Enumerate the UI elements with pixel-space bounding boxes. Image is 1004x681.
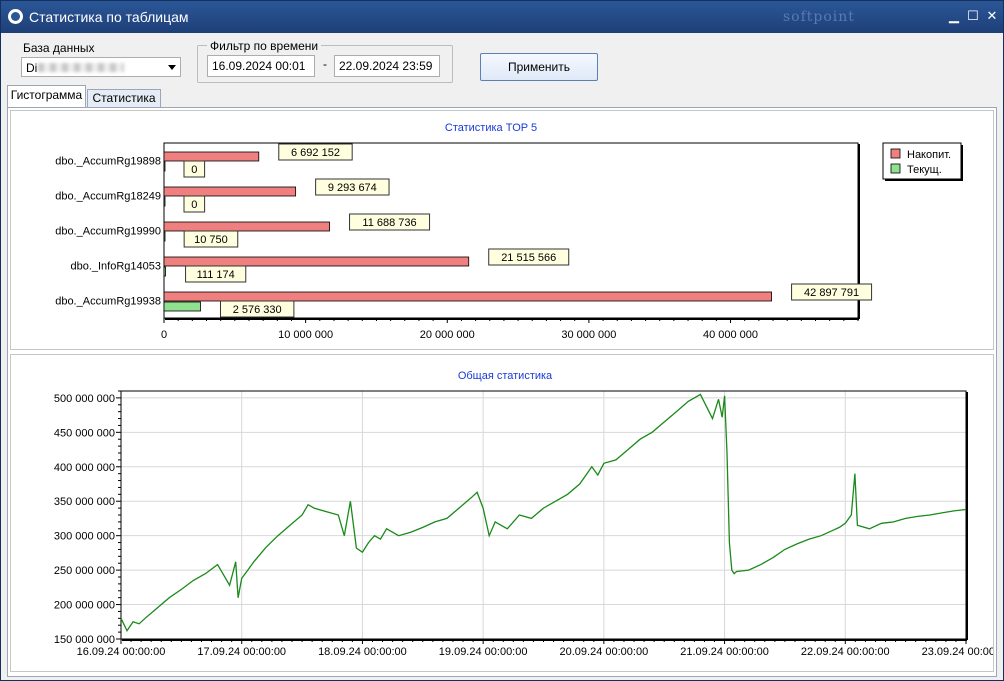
x-tick-label: 19.09.24 00:00:00 <box>439 646 528 658</box>
y-category-label: dbo._AccumRg19938 <box>55 296 161 308</box>
data-label-current: 111 174 <box>197 269 235 281</box>
bar-accum <box>163 151 260 162</box>
y-category-label: dbo._InfoRg14053 <box>70 261 161 273</box>
brand-watermark: softpoint <box>783 9 855 25</box>
y-tick-label: 500 000 000 <box>54 393 115 405</box>
bar-accum <box>163 256 470 267</box>
y-category-label: dbo._AccumRg19898 <box>55 156 161 168</box>
top5-bar-chart: Статистика TOP 5 0 10 000 000 20 000 000 30 … <box>55 122 963 341</box>
x-tick-label: 10 000 000 <box>278 329 333 341</box>
x-tick-label: 30 000 000 <box>561 329 616 341</box>
overall-line-chart: Общая статистика 150 000 000 200 000 000 25… <box>54 370 1004 658</box>
data-label-accum: 9 293 674 <box>328 182 377 194</box>
y-tick-label: 250 000 000 <box>54 565 115 577</box>
y-category-label: dbo._AccumRg18249 <box>55 191 161 203</box>
y-category-label: dbo._AccumRg19990 <box>55 226 161 238</box>
y-tick-label: 150 000 000 <box>54 634 115 646</box>
plot-area <box>121 391 966 639</box>
y-tick-label: 400 000 000 <box>54 462 115 474</box>
date-from-field[interactable]: 16.09.2024 00:01 <box>207 55 315 77</box>
database-label: База данных <box>23 41 95 55</box>
data-label-accum-box <box>315 178 390 196</box>
x-tick-label: 16.09.24 00:00:00 <box>77 646 166 658</box>
data-label-current-box <box>183 230 239 248</box>
overall-chart-frame: Общая статистика 150 000 000 200 000 000 25… <box>10 354 1004 672</box>
data-label-accum-box <box>349 213 431 231</box>
x-tick-label: 18.09.24 00:00:00 <box>318 646 407 658</box>
top5-chart-frame: Статистика TOP 5 0 10 000 000 20 000 000 30 … <box>10 110 994 350</box>
redacted-text <box>38 63 124 72</box>
y-tick-label: 200 000 000 <box>54 600 115 612</box>
x-tick-label: 22.09.24 00:00:00 <box>801 646 890 658</box>
window-title: Статистика по таблицам <box>29 9 189 25</box>
data-label-accum-box <box>488 248 570 266</box>
data-label-current-box <box>219 300 295 318</box>
x-tick-label: 17.09.24 00:00:00 <box>197 646 286 658</box>
y-tick-label: 350 000 000 <box>54 496 115 508</box>
database-value: Di <box>26 61 38 75</box>
legend-swatch-accum <box>890 148 901 159</box>
data-label-accum-box <box>791 283 873 301</box>
series-line-total <box>120 393 967 632</box>
legend-label-accum: Накопит. <box>907 149 951 161</box>
data-label-current: 0 <box>191 199 197 211</box>
chevron-down-icon[interactable] <box>168 65 176 70</box>
x-tick-label: 40 000 000 <box>703 329 758 341</box>
apply-button[interactable]: Применить <box>480 53 598 81</box>
bar-current <box>163 266 166 277</box>
title-bar[interactable]: Статистика по таблицам softpoint ▁ ☐ ✕ <box>1 1 1003 33</box>
legend-label-current: Текущ. <box>907 164 942 176</box>
data-label-current-box <box>183 195 206 213</box>
close-icon[interactable]: ✕ <box>986 8 998 23</box>
bar-accum <box>163 291 772 302</box>
x-tick-label: 20 000 000 <box>420 329 475 341</box>
bar-accum <box>163 186 297 197</box>
x-tick-label: 20.09.24 00:00:00 <box>560 646 649 658</box>
minimize-icon[interactable]: ▁ <box>949 8 959 23</box>
data-label-current: 10 750 <box>194 234 228 246</box>
tab-histogram[interactable]: Гистограмма <box>7 85 86 107</box>
database-select[interactable]: Di <box>21 57 181 77</box>
x-tick-label: 21.09.24 00:00:00 <box>680 646 769 658</box>
data-label-accum: 42 897 791 <box>804 287 859 299</box>
date-to-field[interactable]: 22.09.2024 23:59 <box>334 55 440 77</box>
legend-swatch-current <box>890 163 901 174</box>
data-label-accum: 21 515 566 <box>501 252 556 264</box>
bar-accum <box>163 221 330 232</box>
data-label-accum-box <box>278 143 353 161</box>
maximize-icon[interactable]: ☐ <box>967 8 979 23</box>
chart-title: Статистика TOP 5 <box>445 122 537 134</box>
data-label-current-box <box>185 265 247 283</box>
app-logo-icon <box>8 9 23 24</box>
x-tick-label: 23.09.24 00:00:00 <box>922 646 993 658</box>
y-tick-label: 300 000 000 <box>54 531 115 543</box>
histogram-panel: Статистика TOP 5 0 10 000 000 20 000 000 30 … <box>7 107 1004 677</box>
date-separator: - <box>323 57 327 71</box>
time-filter-group <box>197 45 453 83</box>
data-label-current: 0 <box>191 164 197 176</box>
x-tick-label: 0 <box>161 329 167 341</box>
data-label-accum: 11 688 736 <box>362 217 416 229</box>
y-tick-label: 450 000 000 <box>54 427 115 439</box>
bar-current <box>163 196 166 207</box>
tab-statistics[interactable]: Статистика <box>87 89 161 107</box>
data-label-current-box <box>183 160 206 178</box>
time-filter-label: Фильтр по времени <box>207 39 322 53</box>
data-label-current: 2 576 330 <box>233 304 282 316</box>
data-label-accum: 6 692 152 <box>291 147 340 159</box>
bar-current <box>163 301 201 312</box>
chart-title: Общая статистика <box>458 370 553 382</box>
window-content: База данных Di Фильтр по времени 16.09.2… <box>1 33 1004 680</box>
bar-current <box>163 231 166 242</box>
bar-current <box>163 161 166 172</box>
